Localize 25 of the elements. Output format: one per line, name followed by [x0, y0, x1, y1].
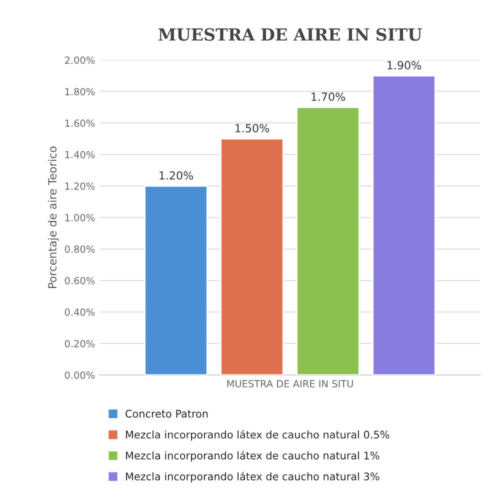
legend-label: Mezcla incorporando látex de caucho natural 1% — [126, 450, 380, 462]
bar — [144, 185, 208, 375]
y-tick-label: 2.00% — [64, 56, 95, 64]
y-tick-label: 0.00% — [64, 371, 95, 379]
data-label: 1.50% — [236, 124, 270, 132]
y-tick-label: 0.80% — [64, 245, 95, 253]
data-label: 1.70% — [312, 92, 346, 101]
y-tick-label: 0.20% — [64, 340, 95, 348]
y-axis-title: Porcentaje de aire Teorico — [48, 146, 59, 288]
y-tick-label: 0.40% — [64, 308, 95, 316]
legend-label: Concreto Patron — [126, 410, 208, 418]
y-tick-label: 1.80% — [65, 88, 95, 96]
data-label: 1.90% — [388, 61, 422, 70]
y-tick-label: 0.60% — [64, 276, 95, 284]
bar — [372, 75, 436, 375]
legend-label: Mezcla incorporando látex de caucho natural 3% — [126, 472, 380, 482]
legend-label: Mezcla incorporando látex de caucho natural 0.5% — [126, 430, 390, 441]
y-tick-label: 1.40% — [65, 150, 95, 158]
chart-title: MUESTRA DE AIRE IN SITU — [158, 28, 422, 41]
y-tick-label: 1.00% — [65, 214, 95, 222]
bar — [220, 138, 284, 375]
data-label: 1.20% — [160, 171, 194, 180]
y-tick-label: 1.60% — [65, 119, 95, 127]
y-tick-label: 1.20% — [65, 182, 95, 190]
bar — [296, 106, 360, 375]
